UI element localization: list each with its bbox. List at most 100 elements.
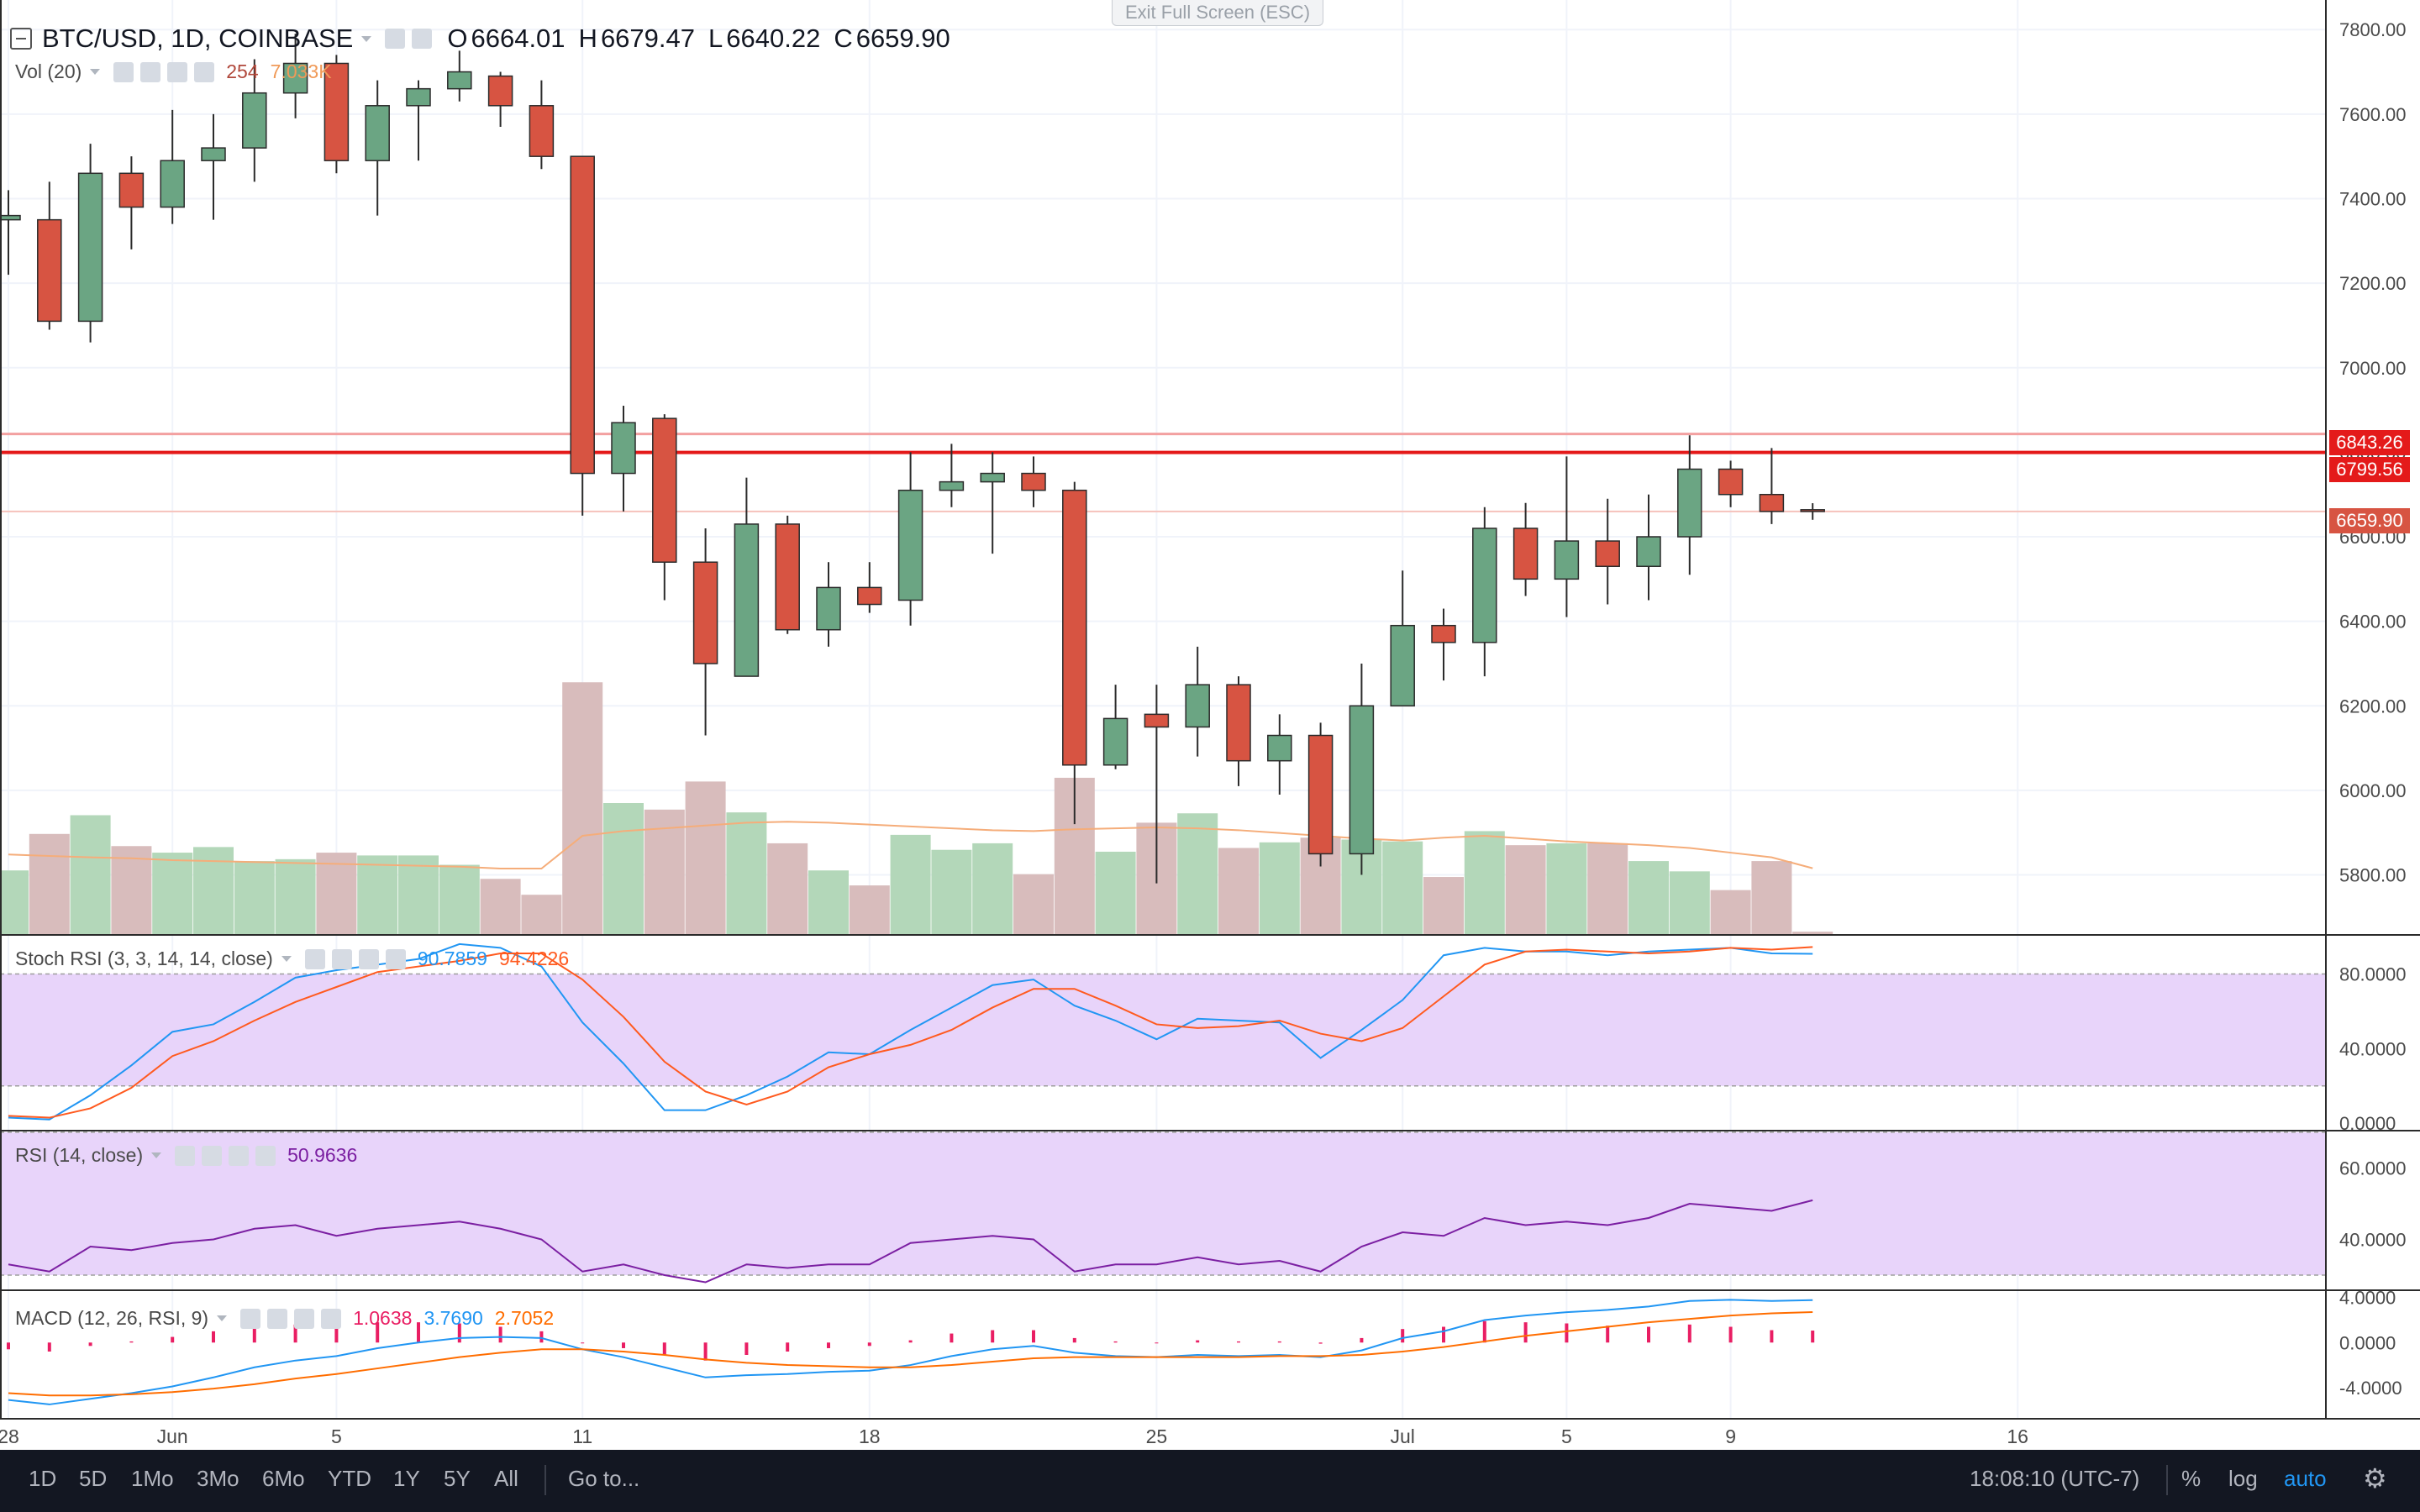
goto-button[interactable]: Go to... xyxy=(568,1466,640,1491)
volume-bar xyxy=(562,682,603,934)
candle[interactable] xyxy=(242,92,267,149)
candle[interactable] xyxy=(1636,536,1661,567)
chevron-down-icon[interactable] xyxy=(90,69,101,75)
candle[interactable] xyxy=(1102,717,1128,766)
close-label: C xyxy=(834,24,853,53)
rsi-title[interactable]: RSI (14, close) xyxy=(15,1144,144,1166)
gear-icon[interactable] xyxy=(331,948,352,969)
eye-icon[interactable] xyxy=(385,29,406,49)
clock-timezone[interactable]: 18:08:10 (UTC-7) xyxy=(1970,1466,2140,1491)
candle[interactable] xyxy=(37,218,62,323)
eye-icon[interactable] xyxy=(175,1145,196,1166)
volume-bar xyxy=(29,833,70,934)
candle[interactable] xyxy=(939,480,965,491)
candle[interactable] xyxy=(447,71,472,90)
gear-icon[interactable]: ⚙ xyxy=(2363,1463,2387,1494)
candle[interactable] xyxy=(1677,468,1702,538)
candle[interactable] xyxy=(734,523,760,677)
candle[interactable] xyxy=(857,586,882,606)
candle[interactable] xyxy=(1390,624,1415,707)
candle[interactable] xyxy=(1512,528,1539,580)
close-icon[interactable] xyxy=(194,61,215,82)
volume-bar xyxy=(1669,871,1710,934)
price-axis-tick: 6400.00 xyxy=(2339,612,2407,633)
close-icon[interactable] xyxy=(321,1308,342,1329)
timeframe-5y[interactable]: 5Y xyxy=(444,1466,471,1491)
close-icon[interactable] xyxy=(385,948,406,969)
plus-icon[interactable] xyxy=(167,61,188,82)
gear-icon[interactable] xyxy=(267,1308,288,1329)
candle[interactable] xyxy=(1472,528,1497,643)
candle[interactable] xyxy=(406,87,431,107)
candle[interactable] xyxy=(77,172,103,323)
plus-icon[interactable] xyxy=(358,948,379,969)
candle[interactable] xyxy=(1759,493,1785,512)
close-icon[interactable] xyxy=(255,1145,276,1166)
eye-icon[interactable] xyxy=(113,61,134,82)
candle[interactable] xyxy=(0,214,21,221)
candle[interactable] xyxy=(1267,734,1292,762)
candle[interactable] xyxy=(897,489,923,601)
candle[interactable] xyxy=(570,155,595,475)
chevron-down-icon[interactable] xyxy=(281,956,292,962)
plus-icon[interactable] xyxy=(294,1308,315,1329)
candle[interactable] xyxy=(1185,684,1210,728)
candle[interactable] xyxy=(1595,540,1620,567)
candle[interactable] xyxy=(1349,705,1375,855)
stoch-rsi-title[interactable]: Stoch RSI (3, 3, 14, 14, close) xyxy=(15,948,273,969)
candle[interactable] xyxy=(529,105,555,157)
gear-icon[interactable] xyxy=(202,1145,223,1166)
chevron-down-icon[interactable] xyxy=(361,35,372,42)
candle[interactable] xyxy=(611,422,636,475)
candle[interactable] xyxy=(775,523,800,631)
gear-icon[interactable] xyxy=(412,29,433,49)
candle[interactable] xyxy=(324,62,350,161)
chevron-down-icon[interactable] xyxy=(217,1315,228,1321)
candle[interactable] xyxy=(1431,624,1456,643)
timeframe-1y[interactable]: 1Y xyxy=(393,1466,420,1491)
candle[interactable] xyxy=(692,561,718,664)
volume-bar xyxy=(1792,932,1833,934)
volume-title[interactable]: Vol (20) xyxy=(15,60,82,82)
candle[interactable] xyxy=(487,75,513,107)
timeframe-5d[interactable]: 5D xyxy=(79,1466,108,1491)
candle[interactable] xyxy=(1307,734,1334,855)
candle[interactable] xyxy=(282,62,308,94)
exit-fullscreen-tip[interactable]: Exit Full Screen (ESC) xyxy=(1112,0,1323,26)
chevron-down-icon[interactable] xyxy=(151,1152,162,1158)
eye-icon[interactable] xyxy=(304,948,325,969)
timeframe-6mo[interactable]: 6Mo xyxy=(262,1466,305,1491)
symbol-title[interactable]: BTC/USD, 1D, COINBASE xyxy=(42,24,354,53)
candle[interactable] xyxy=(816,586,841,631)
candle[interactable] xyxy=(1021,472,1046,491)
candle[interactable] xyxy=(365,105,390,161)
candle[interactable] xyxy=(1554,540,1580,580)
timeframe-all[interactable]: All xyxy=(494,1466,518,1491)
chart-canvas[interactable]: 5800.006000.006200.006400.006600.006800.… xyxy=(0,0,2420,1450)
candle[interactable] xyxy=(160,160,185,208)
log-toggle[interactable]: log xyxy=(2228,1466,2258,1491)
candle[interactable] xyxy=(201,147,226,161)
timeframe-3mo[interactable]: 3Mo xyxy=(197,1466,239,1491)
gear-icon[interactable] xyxy=(140,61,161,82)
auto-toggle[interactable]: auto xyxy=(2284,1466,2327,1491)
macd-signal-line xyxy=(8,1311,1813,1397)
timeframe-ytd[interactable]: YTD xyxy=(328,1466,371,1491)
candle[interactable] xyxy=(1144,713,1170,728)
timeframe-1d[interactable]: 1D xyxy=(29,1466,57,1491)
timeframe-1mo[interactable]: 1Mo xyxy=(131,1466,174,1491)
candle[interactable] xyxy=(1062,489,1087,766)
plus-icon[interactable] xyxy=(229,1145,250,1166)
macd-histogram-bar xyxy=(7,1342,10,1350)
candle[interactable] xyxy=(652,417,677,563)
eye-icon[interactable] xyxy=(240,1308,261,1329)
volume-bar xyxy=(1423,877,1464,934)
candle[interactable] xyxy=(1226,684,1251,762)
candle[interactable] xyxy=(118,172,145,208)
minus-square-icon[interactable] xyxy=(10,28,32,50)
candle[interactable] xyxy=(980,472,1005,483)
macd-title[interactable]: MACD (12, 26, RSI, 9) xyxy=(15,1307,209,1329)
candle[interactable] xyxy=(1718,468,1744,496)
percent-toggle[interactable]: % xyxy=(2181,1466,2202,1491)
candle[interactable] xyxy=(1800,509,1825,512)
